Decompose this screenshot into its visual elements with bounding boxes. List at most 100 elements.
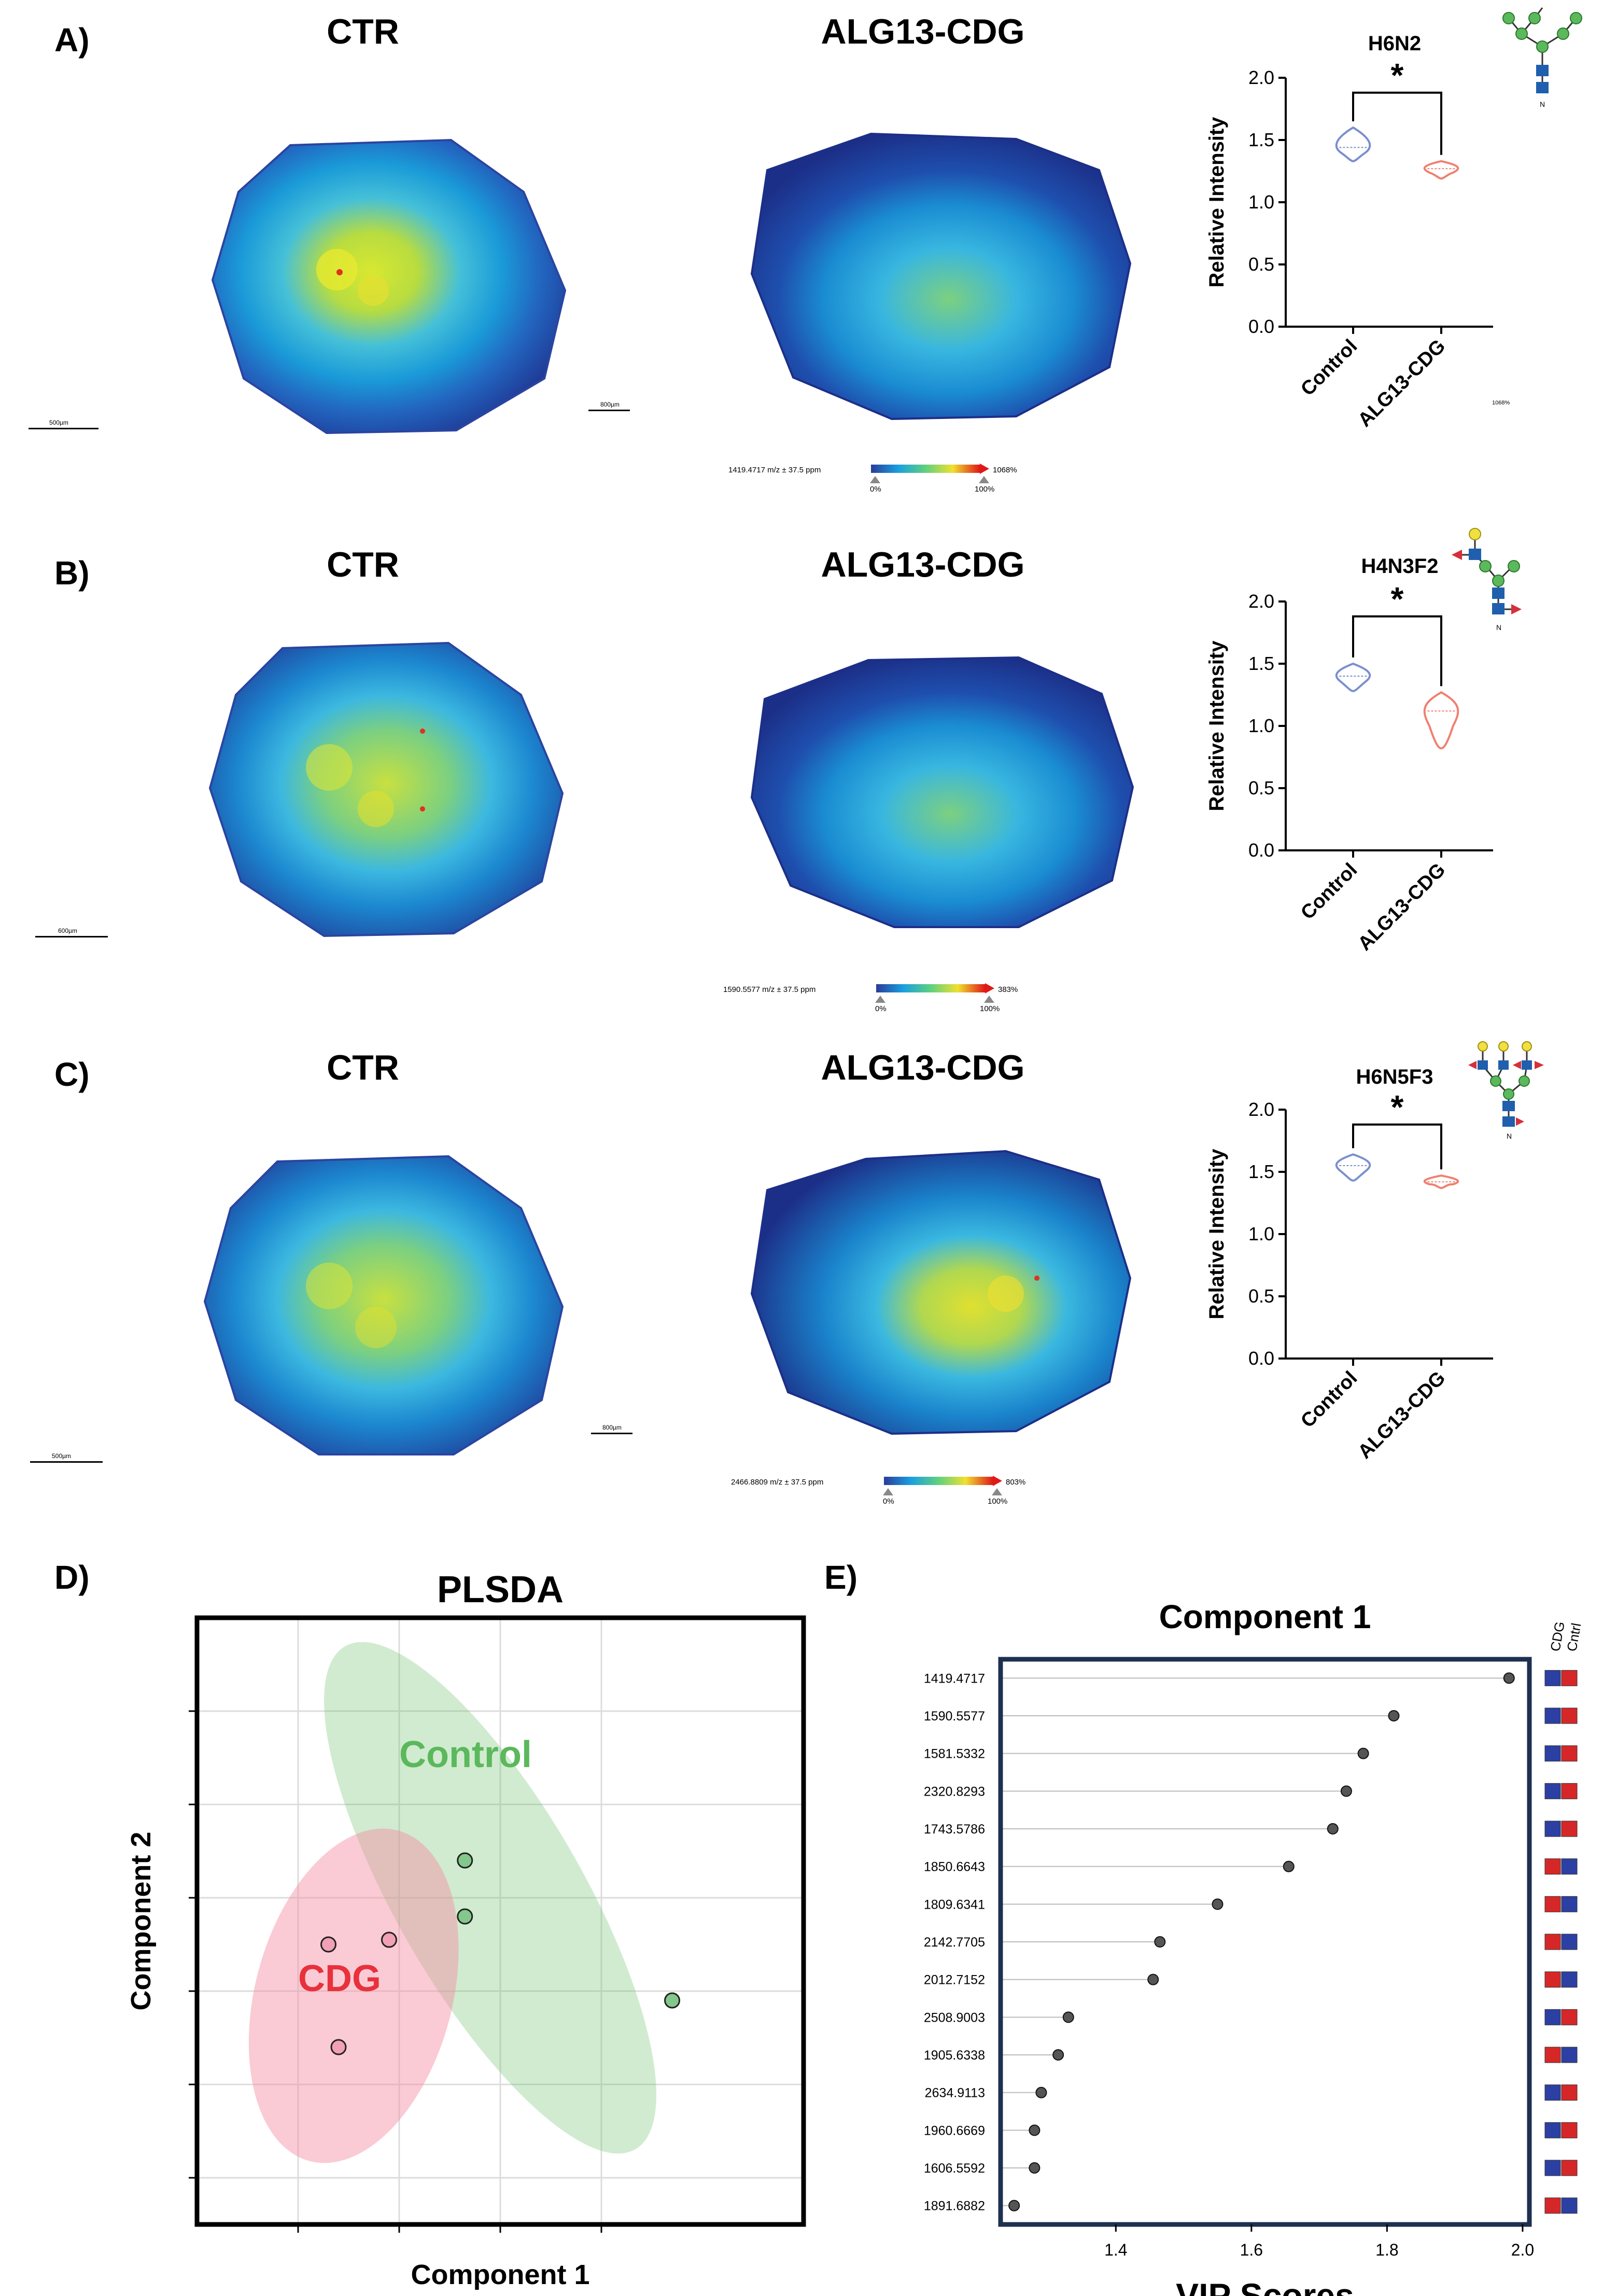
panel-c-sig-bracket [1352, 1123, 1442, 1170]
vip-row-label: 1960.6669 [924, 2123, 985, 2138]
panel-c-xtick-label-0: Control [1297, 1367, 1361, 1432]
vip-cdg-cell [1544, 1707, 1561, 1724]
vip-point [1340, 1785, 1352, 1797]
vip-row-label: 2012.7152 [924, 1973, 985, 1987]
panel-c-violin-1 [1423, 1174, 1459, 1189]
panel-a-colorbar [871, 464, 989, 474]
vip-cntrl-cell [1561, 2084, 1578, 2101]
vip-cntrl-cell [1561, 1934, 1578, 1950]
panel-b-label: B) [54, 554, 90, 592]
panel-a-ytick-label: 1.0 [1248, 191, 1274, 213]
panel-e-label: E) [824, 1559, 857, 1596]
panel-a-cdg-title: ALG13-CDG [821, 12, 1025, 51]
vip-point [1035, 2087, 1047, 2098]
vip-frame [998, 1657, 1532, 2227]
vip-point [1062, 2011, 1074, 2023]
panel-c-colorbar-label: 2466.8809 m/z ± 37.5 ppm [731, 1478, 824, 1487]
panel-c-sig-star: * [1391, 1094, 1404, 1126]
vip-xtick-label: 1.6 [1240, 2241, 1263, 2259]
plsda-control-label: Control [399, 1734, 532, 1775]
vip-row-label: 1743.5786 [924, 1822, 985, 1837]
plsda-cdg-ellipse [248, 1828, 459, 2163]
vip-cntrl-cell [1561, 1858, 1578, 1875]
panel-a-colorbar-high: 100% [975, 485, 995, 494]
panel-c-violin-0 [1335, 1153, 1371, 1182]
panel-c-label: C) [54, 1056, 90, 1093]
panel-b-ytick-label: 0.0 [1248, 839, 1274, 861]
vip-point [1212, 1898, 1224, 1910]
panel-a-tiny-note: 1068% [1492, 400, 1510, 406]
panel-c-scalebar [30, 1461, 103, 1463]
vip-row-label: 1850.6643 [924, 1860, 985, 1874]
vip-cdg-cell [1544, 1858, 1561, 1875]
panel-a-scalebar [29, 428, 99, 429]
vip-point [1503, 1672, 1515, 1684]
panel-c-scalebar-2 [591, 1433, 632, 1434]
panel-a-xtick-label-0: Control [1297, 335, 1361, 400]
plsda-frame [194, 1615, 806, 2227]
vip-cntrl-cell [1561, 1670, 1578, 1686]
panel-a-ytick-label: 1.5 [1248, 129, 1274, 150]
panel-a-violin-chart: 0.0 0.5 1.0 1.5 2.0 Relative Intensity Control… [1205, 62, 1510, 431]
vip-cdg-cell [1544, 2084, 1561, 2101]
vip-xtick-label: 1.8 [1375, 2241, 1398, 2259]
vip-point [1327, 1823, 1339, 1835]
panel-c-colorbar-high-marker [992, 1488, 1002, 1495]
vip-cdg-cell [1544, 2197, 1561, 2214]
panel-c-xtick-label-1: ALG13-CDG [1354, 1367, 1450, 1463]
vip-xlabel: VIP Scores [1176, 2276, 1354, 2296]
panel-c-ytick-label: 1.0 [1248, 1223, 1274, 1244]
panel-c-ytick-label: 0.5 [1248, 1285, 1274, 1307]
vip-row-label: 1590.5577 [924, 1709, 985, 1724]
panel-a-sig-bracket [1352, 91, 1442, 155]
panel-c-ctr-title: CTR [327, 1048, 399, 1087]
panel-a-cdg-image [750, 132, 1132, 421]
panel-b-ctr-image [208, 641, 564, 937]
panel-a-scalebar-2 [588, 410, 630, 411]
vip-cdg-cell [1544, 1745, 1561, 1762]
vip-cdg-cell [1544, 2047, 1561, 2063]
panel-a-scalebar-2-label: 800µm [600, 401, 620, 408]
svg-text:N: N [1507, 1132, 1512, 1140]
plsda-xlabel: Component 1 [411, 2259, 590, 2290]
vip-cdg-cell [1544, 1896, 1561, 1912]
vip-cntrl-cell [1561, 1707, 1578, 1724]
vip-point [1029, 2124, 1040, 2136]
panel-c-scalebar-label: 500µm [52, 1452, 71, 1460]
panel-a-ylabel: Relative Intensity [1205, 117, 1228, 288]
panel-c-colorbar-low: 0% [883, 1497, 894, 1506]
vip-cntrl-cell [1561, 1971, 1578, 1988]
plsda-title: PLSDA [437, 1569, 564, 1611]
panel-b-ylabel: Relative Intensity [1205, 640, 1228, 811]
panel-c-glycan-title: H6N5F3 [1356, 1066, 1433, 1088]
vip-cntrl-cell [1561, 1745, 1578, 1762]
panel-c-cdg-image [750, 1150, 1132, 1435]
panel-c-ytick-label: 2.0 [1248, 1099, 1274, 1120]
vip-cdg-cell [1544, 1670, 1561, 1686]
panel-b-colorbar-label: 1590.5577 m/z ± 37.5 ppm [723, 985, 816, 994]
panel-a-sig-star: * [1391, 62, 1404, 94]
vip-cdg-cell [1544, 1783, 1561, 1799]
vip-cdg-cell [1544, 2122, 1561, 2138]
plsda-point-cdg [330, 2039, 347, 2055]
vip-point [1283, 1860, 1295, 1872]
panel-c-cdg-title: ALG13-CDG [821, 1048, 1025, 1087]
panel-c-colorbar [884, 1476, 1002, 1486]
panel-c-colorbar-high: 100% [988, 1497, 1008, 1506]
vip-row-label: 1905.6338 [924, 2048, 985, 2063]
vip-cdg-cell [1544, 1821, 1561, 1837]
vip-cntrl-cell [1561, 1783, 1578, 1799]
panel-a-ctr-title: CTR [327, 12, 399, 51]
vip-cntrl-cell [1561, 2160, 1578, 2176]
vip-row-label: 2320.8293 [924, 1784, 985, 1799]
panel-a-colorbar-max: 1068% [993, 466, 1017, 474]
plsda-point-control [457, 1908, 473, 1925]
panel-b-scalebar-label: 600µm [58, 927, 77, 934]
panel-a-label: A) [54, 21, 90, 59]
panel-a-violin-0 [1335, 126, 1371, 162]
vip-cdg-cell [1544, 2160, 1561, 2176]
vip-cntrl-cell [1561, 2122, 1578, 2138]
panel-a-glycan-icon: N [1502, 7, 1582, 108]
vip-row-label: 1581.5332 [924, 1747, 985, 1761]
panel-b-scalebar [35, 936, 108, 937]
